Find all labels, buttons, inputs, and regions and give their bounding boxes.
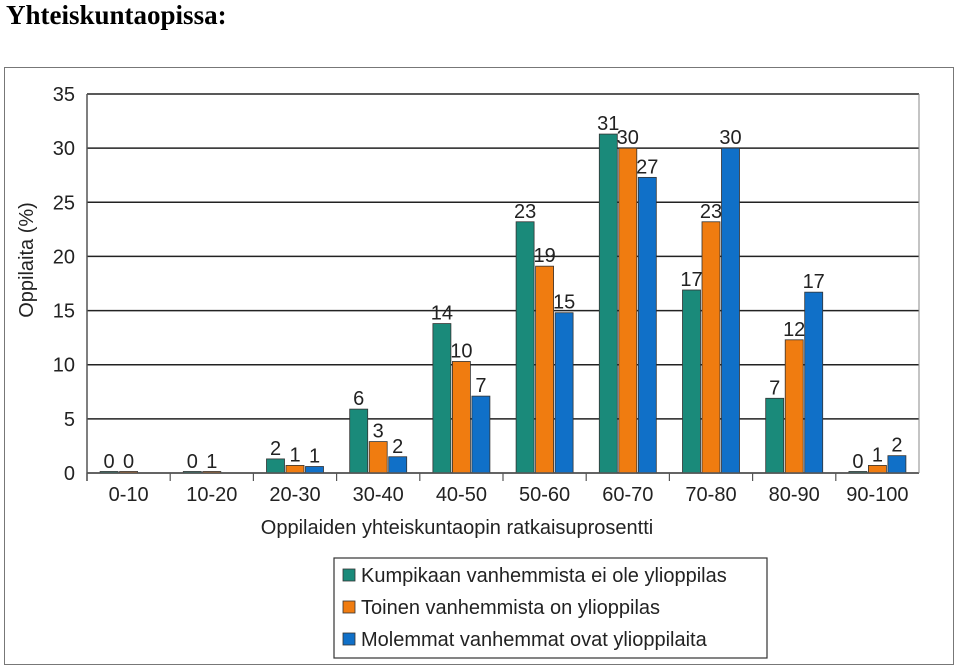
bar [535,265,554,474]
x-tick-label: 40-50 [436,484,487,506]
data-label: 2 [270,438,281,460]
bar [554,312,574,474]
legend-box [333,557,768,659]
bar [598,133,618,474]
grid-lines [87,93,919,474]
bar [804,291,824,474]
bar [368,441,388,474]
bar [388,456,408,474]
y-tick-label: 15 [53,301,75,323]
data-label: 1 [309,446,320,468]
page-title: Yhteiskuntaopissa: [6,0,227,30]
data-label: 0 [123,451,134,473]
bar [618,147,638,474]
data-label: 1 [872,444,883,466]
data-label: 12 [783,319,805,341]
data-label: 0 [187,451,198,473]
x-tick-label: 20-30 [269,484,320,506]
chart-frame: 0 0 0 1 2 1 1 6 3 2 14 10 7 23 19 15 31 30 27 17 23 30 7 12 17 0 1… [4,67,954,665]
bar [682,289,701,474]
data-label: 17 [680,269,702,291]
x-tick-label: 30-40 [353,484,404,506]
x-tick-label: 70-80 [685,484,736,506]
legend-swatch [342,632,356,646]
bar [637,176,657,474]
bar [349,408,369,474]
data-label: 31 [597,113,619,135]
data-label: 7 [769,377,780,399]
x-tick-label: 80-90 [769,484,820,506]
bar [784,339,804,474]
data-label: 2 [392,436,403,458]
bar [515,221,535,474]
data-label: 7 [475,375,486,397]
data-label: 15 [553,292,575,314]
bar [451,361,471,474]
bar [432,323,452,474]
bar [285,465,305,474]
bar [868,465,887,474]
bar [721,147,740,474]
data-label: 14 [431,303,453,325]
y-tick-label: 0 [64,463,75,485]
data-label: 1 [289,444,300,466]
data-label: 1 [206,451,217,473]
y-tick-label: 20 [53,246,75,268]
x-axis-label: Oppilaiden yhteiskuntaopin ratkaisuprose… [261,517,653,539]
y-tick-label: 25 [53,192,75,214]
bar [471,395,491,474]
x-tick-label: 0-10 [109,484,149,506]
y-tick-label: 35 [53,84,75,106]
bar [701,221,721,474]
data-label: 23 [514,201,536,223]
bar [266,458,285,474]
legend-label: Molemmat vanhemmat ovat ylioppilaita [361,629,708,651]
x-tick-label: 10-20 [186,484,237,506]
data-label: 10 [450,340,472,362]
y-tick-label: 5 [64,409,75,431]
legend-swatch [342,600,356,614]
data-label: 17 [803,271,825,293]
bar [887,455,907,474]
x-tick-label: 60-70 [602,484,653,506]
data-label: 6 [353,388,364,410]
data-label: 23 [700,201,722,223]
data-label: 30 [617,127,639,149]
data-label: 27 [636,156,658,178]
x-tick-label: 90-100 [846,484,908,506]
x-tick-label: 50-60 [519,484,570,506]
data-label: 3 [373,421,384,443]
data-label: 30 [719,127,741,149]
data-label: 2 [891,435,902,457]
data-label: 0 [852,451,863,473]
data-label: 0 [104,451,115,473]
legend-label: Toinen vanhemmista on ylioppilas [361,597,660,619]
y-tick-label: 30 [53,138,75,160]
y-tick-label: 10 [53,355,75,377]
y-axis-label: Oppilaita (%) [16,202,38,318]
bar [765,397,785,474]
bars [99,133,907,474]
legend-swatch [342,568,356,582]
data-label: 19 [533,245,555,267]
legend-label: Kumpikaan vanhemmista ei ole ylioppilas [361,565,727,587]
legend: Kumpikaan vanhemmista ei ole ylioppilas T… [333,557,768,659]
